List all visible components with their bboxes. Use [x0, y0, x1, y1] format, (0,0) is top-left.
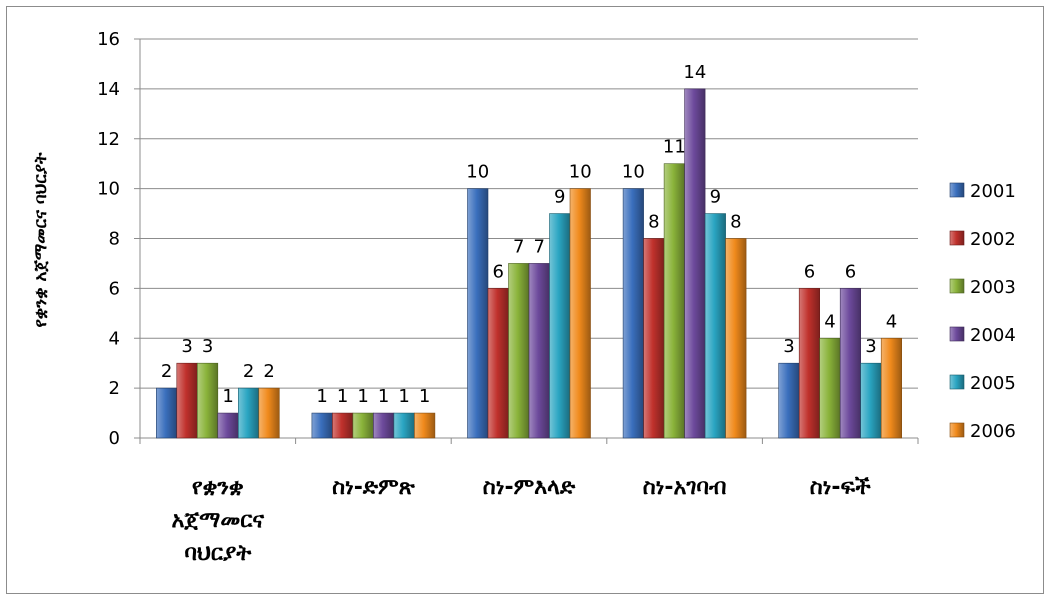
data-label-2003-cat-4: 4 [824, 311, 835, 332]
data-label-2003-cat-3: 11 [663, 137, 686, 158]
y-axis-title: የቋንቋ አጀማመርና ባህርያት [31, 152, 51, 328]
bar-2003-cat-4 [819, 337, 841, 439]
data-label-2005-cat-2: 9 [554, 187, 565, 208]
legend-swatch-2005 [949, 374, 965, 390]
legend-label-2005: 2005 [970, 373, 1016, 394]
legend-label-2006: 2006 [970, 421, 1016, 442]
x-tick-label-1-line-0: ስነ-ድምጽ [332, 475, 416, 500]
data-label-2006-cat-3: 8 [730, 212, 741, 233]
y-tick-label-0: 0 [109, 428, 120, 449]
y-tick-label-14: 14 [97, 79, 120, 100]
y-tick-label-10: 10 [97, 179, 120, 200]
legend-swatch-2002 [949, 230, 965, 246]
data-label-2001-cat-0: 2 [161, 361, 172, 382]
data-label-2003-cat-0: 3 [202, 336, 213, 357]
data-label-2001-cat-4: 3 [783, 336, 794, 357]
x-tick-label-0-line-0: የቋንቋ [192, 475, 244, 500]
data-label-2002-cat-0: 3 [181, 336, 192, 357]
data-label-2005-cat-3: 9 [710, 187, 721, 208]
bar-2003-cat-2 [508, 263, 530, 439]
legend-swatch-2006 [949, 422, 965, 438]
bar-2003-cat-1 [352, 412, 374, 439]
data-label-2001-cat-3: 10 [622, 162, 645, 183]
bar-2006-cat-1 [414, 412, 436, 439]
data-label-2002-cat-2: 6 [493, 261, 504, 282]
data-label-2006-cat-2: 10 [569, 162, 592, 183]
data-label-2006-cat-0: 2 [263, 361, 274, 382]
bar-2001-cat-3 [622, 188, 644, 439]
data-label-2004-cat-1: 1 [378, 386, 389, 407]
legend-swatch-2004 [949, 326, 965, 342]
data-label-2001-cat-1: 1 [316, 386, 327, 407]
data-label-2003-cat-1: 1 [357, 386, 368, 407]
bar-2005-cat-4 [860, 362, 882, 439]
bar-2002-cat-4 [798, 288, 821, 439]
x-tick-label-2-line-0: ስነ-ምእላድ [483, 475, 576, 500]
legend-label-2003: 2003 [970, 277, 1016, 298]
bar-2003-cat-3 [663, 163, 685, 439]
bar-2001-cat-0 [156, 387, 178, 439]
bar-2006-cat-0 [258, 387, 280, 439]
bar-2006-cat-4 [880, 337, 903, 439]
data-label-2005-cat-4: 3 [865, 336, 876, 357]
data-label-2001-cat-2: 10 [466, 162, 489, 183]
x-tick-label-0-line-1: አጀማመርና [172, 508, 265, 533]
bar-2005-cat-1 [393, 412, 415, 439]
x-tick-label-0-line-2: ባህርያት [184, 541, 252, 566]
data-label-2002-cat-4: 6 [804, 261, 815, 282]
data-label-2006-cat-1: 1 [419, 386, 430, 407]
data-label-2005-cat-0: 2 [243, 361, 254, 382]
data-label-2006-cat-4: 4 [886, 311, 897, 332]
bar-2004-cat-3 [684, 88, 706, 439]
legend-label-2002: 2002 [970, 229, 1016, 250]
bar-2006-cat-2 [569, 188, 591, 439]
bar-2001-cat-1 [311, 412, 333, 439]
legend-label-2004: 2004 [970, 325, 1016, 346]
bar-2002-cat-1 [332, 412, 354, 439]
y-tick-label-8: 8 [109, 229, 120, 250]
legend-swatch-2003 [949, 278, 965, 294]
bar-2002-cat-3 [643, 238, 665, 439]
bar-2005-cat-0 [238, 387, 260, 439]
bar-2004-cat-4 [839, 288, 862, 439]
y-tick-label-12: 12 [97, 129, 120, 150]
data-label-2003-cat-2: 7 [513, 236, 524, 257]
y-tick-label-6: 6 [109, 278, 120, 299]
bar-2004-cat-2 [528, 263, 550, 439]
bar-2002-cat-2 [487, 288, 509, 439]
data-label-2005-cat-1: 1 [398, 386, 409, 407]
bar-2001-cat-4 [778, 362, 800, 439]
y-tick-label-2: 2 [109, 378, 120, 399]
data-label-2004-cat-3: 14 [683, 62, 706, 83]
bar-2004-cat-1 [373, 412, 395, 439]
x-tick-label-4-line-0: ስነ-ፍች [810, 475, 871, 500]
bar-2005-cat-2 [549, 213, 571, 439]
legend-label-2001: 2001 [970, 181, 1016, 202]
bar-2005-cat-3 [704, 213, 726, 439]
y-tick-label-16: 16 [97, 29, 120, 50]
legend-swatch-2001 [949, 182, 965, 198]
bar-2006-cat-3 [725, 238, 747, 439]
bar-2003-cat-0 [197, 362, 219, 439]
y-tick-label-4: 4 [109, 328, 120, 349]
data-label-2002-cat-1: 1 [337, 386, 348, 407]
x-tick-label-3-line-0: ስነ-አገባብ [643, 475, 727, 500]
bar-2004-cat-0 [217, 412, 239, 439]
bar-2002-cat-0 [176, 362, 198, 439]
data-label-2004-cat-0: 1 [222, 386, 233, 407]
data-label-2004-cat-2: 7 [534, 236, 545, 257]
data-label-2002-cat-3: 8 [648, 212, 659, 233]
bar-2001-cat-2 [467, 188, 489, 439]
data-label-2004-cat-4: 6 [845, 261, 856, 282]
